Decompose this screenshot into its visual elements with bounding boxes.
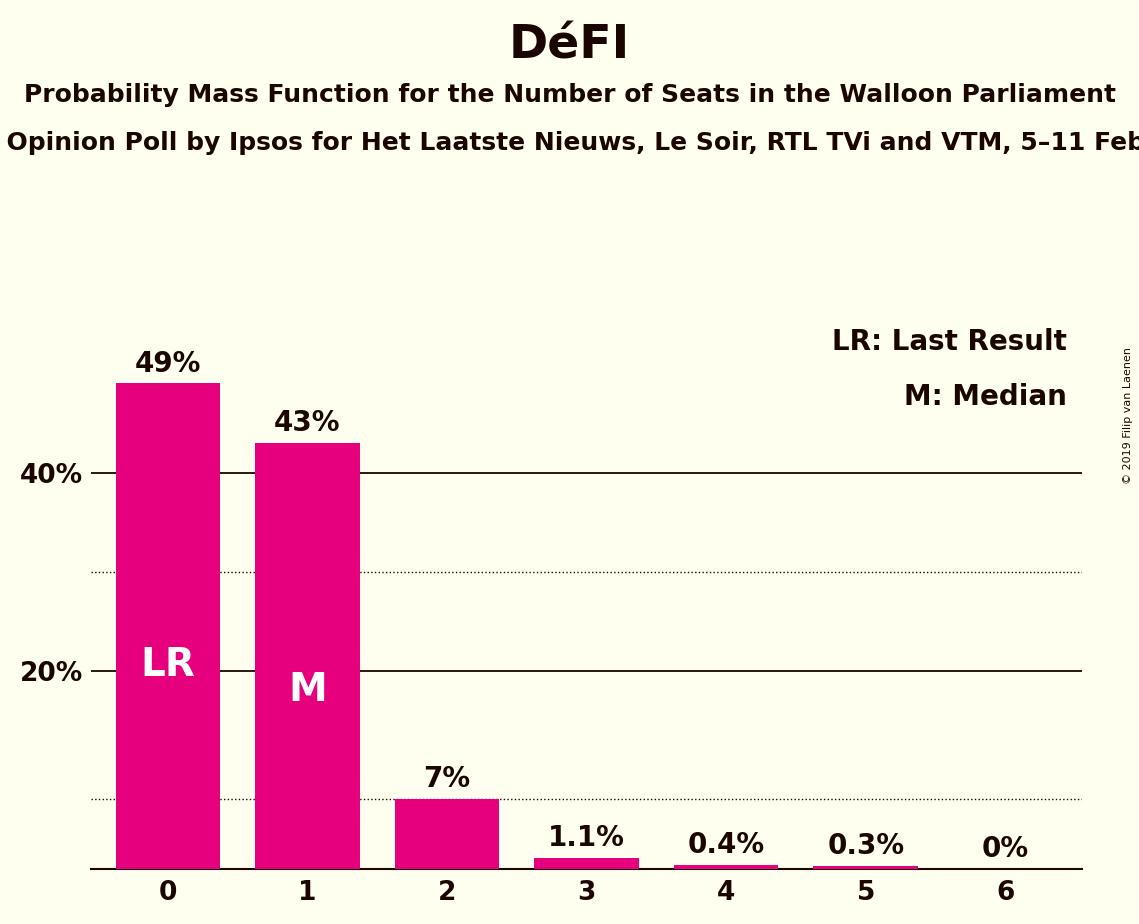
- Text: LR: Last Result: LR: Last Result: [833, 328, 1067, 356]
- Text: 0.4%: 0.4%: [688, 831, 764, 858]
- Text: 7%: 7%: [424, 765, 470, 794]
- Text: on an Opinion Poll by Ipsos for Het Laatste Nieuws, Le Soir, RTL TVi and VTM, 5–: on an Opinion Poll by Ipsos for Het Laat…: [0, 131, 1139, 155]
- Bar: [395, 799, 499, 869]
- Bar: [115, 383, 220, 869]
- Bar: [255, 443, 360, 869]
- Text: 49%: 49%: [134, 349, 202, 378]
- Text: 0.3%: 0.3%: [827, 832, 904, 859]
- Bar: [534, 857, 639, 869]
- Bar: [674, 865, 778, 869]
- Text: Probability Mass Function for the Number of Seats in the Walloon Parliament: Probability Mass Function for the Number…: [24, 83, 1115, 107]
- Bar: [813, 866, 918, 869]
- Text: 43%: 43%: [274, 409, 341, 437]
- Text: M: M: [288, 671, 327, 709]
- Text: © 2019 Filip van Laenen: © 2019 Filip van Laenen: [1123, 347, 1133, 484]
- Text: DéFI: DéFI: [509, 23, 630, 68]
- Text: M: Median: M: Median: [904, 383, 1067, 411]
- Text: 0%: 0%: [982, 834, 1029, 863]
- Text: 1.1%: 1.1%: [548, 823, 625, 852]
- Text: LR: LR: [140, 646, 195, 684]
